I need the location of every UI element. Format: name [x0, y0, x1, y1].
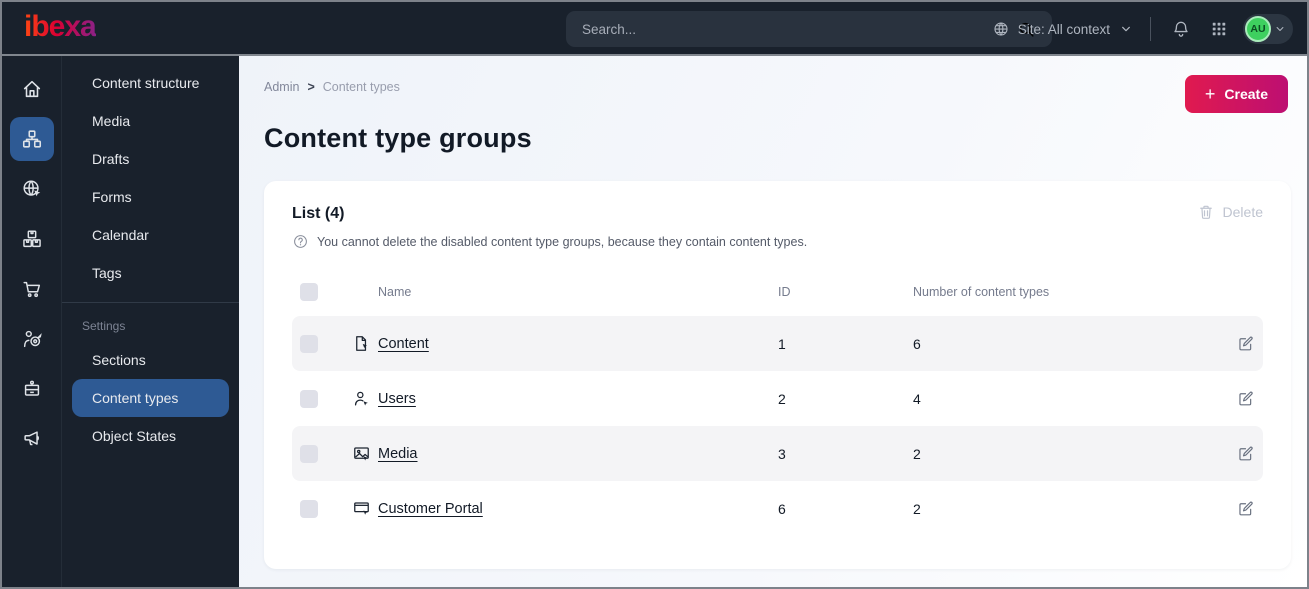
- group-content-type-count: 2: [913, 500, 921, 517]
- trash-icon: [1197, 203, 1215, 221]
- breadcrumb-current: Content types: [322, 80, 400, 94]
- row-checkbox[interactable]: [300, 499, 318, 518]
- rail-item-customer-profile[interactable]: [7, 314, 57, 364]
- marketing-icon: [10, 417, 54, 461]
- menu-divider: [62, 302, 239, 303]
- icon-rail: [2, 56, 62, 587]
- sidebar-item-sections[interactable]: Sections: [92, 352, 146, 368]
- edit-button[interactable]: [1236, 389, 1255, 408]
- group-content-type-count: 2: [913, 445, 921, 462]
- sidebar-item-tags[interactable]: Tags: [92, 265, 122, 281]
- sidebar-item-drafts[interactable]: Drafts: [92, 151, 130, 167]
- topbar-controls: Site: All context AU: [992, 2, 1293, 56]
- rail-item-home[interactable]: [7, 64, 57, 114]
- edit-button[interactable]: [1236, 334, 1255, 353]
- page-title: Content type groups: [264, 123, 532, 153]
- globe-icon: [992, 20, 1010, 38]
- row-checkbox[interactable]: [300, 334, 318, 353]
- sidebar-item-content-structure[interactable]: Content structure: [92, 75, 200, 91]
- sidebar-item-calendar[interactable]: Calendar: [92, 227, 149, 243]
- select-all-checkbox[interactable]: [300, 283, 318, 301]
- sidebar-item-object-states[interactable]: Object States: [92, 428, 177, 444]
- ibexa-logo: ibexa: [24, 10, 97, 43]
- group-content-type-count: 6: [913, 335, 921, 352]
- edit-button[interactable]: [1236, 499, 1255, 518]
- group-name-link[interactable]: Customer Portal: [378, 500, 483, 517]
- group-id: 2: [778, 390, 786, 407]
- help-text: You cannot delete the disabled content t…: [317, 234, 808, 249]
- rail-item-content-structure[interactable]: [7, 114, 57, 164]
- rail-item-marketing[interactable]: [7, 414, 57, 464]
- row-checkbox[interactable]: [300, 444, 318, 463]
- rail-item-product-catalog[interactable]: [7, 214, 57, 264]
- search-input[interactable]: [582, 21, 1012, 37]
- edit-button[interactable]: [1236, 444, 1255, 463]
- table-row: Media 3 2: [292, 426, 1263, 481]
- sidebar-item-forms[interactable]: Forms: [92, 189, 132, 205]
- sidebar-item-media[interactable]: Media: [92, 113, 131, 129]
- create-button-label: Create: [1224, 86, 1268, 102]
- customer-profile-icon: [10, 317, 54, 361]
- topbar-divider: [1150, 17, 1151, 41]
- group-name-link[interactable]: Media: [378, 445, 418, 462]
- home-icon: [10, 67, 54, 111]
- rail-item-site[interactable]: [7, 164, 57, 214]
- table-row: Users 2 4: [292, 371, 1263, 426]
- delete-button[interactable]: Delete: [1197, 203, 1263, 221]
- chevron-down-icon: [1273, 22, 1287, 36]
- list-title: List (4): [292, 205, 345, 222]
- commerce-icon: [10, 267, 54, 311]
- table-row: Customer Portal 6 2: [292, 481, 1263, 536]
- breadcrumb-separator: >: [307, 80, 315, 94]
- group-name-link[interactable]: Content: [378, 335, 429, 352]
- chevron-down-icon: [1118, 21, 1134, 37]
- avatar[interactable]: AU: [1245, 16, 1271, 42]
- app-switcher-grid-icon[interactable]: [1205, 15, 1233, 43]
- top-bar: ibexa Site: All context AU: [2, 2, 1307, 56]
- content-type-groups-table: Name ID Number of content types Content …: [292, 274, 1263, 536]
- user-icon: [352, 389, 378, 408]
- group-content-type-count: 4: [913, 390, 921, 407]
- product-catalog-icon: [10, 217, 54, 261]
- main-content: Admin > Content types + Create Content t…: [239, 56, 1307, 587]
- table-row: Content 1 6: [292, 316, 1263, 371]
- delete-button-label: Delete: [1222, 204, 1263, 220]
- column-header-count: Number of content types: [913, 285, 1050, 299]
- user-menu[interactable]: AU: [1243, 14, 1293, 44]
- help-icon: [292, 233, 309, 250]
- row-checkbox[interactable]: [300, 389, 318, 408]
- content-structure-icon: [9, 117, 54, 161]
- column-header-id: ID: [778, 285, 791, 299]
- sidebar-menu: Content structure Media Drafts Forms Cal…: [62, 56, 239, 587]
- table-header: Name ID Number of content types: [292, 274, 1263, 310]
- site-context-label: Site: All context: [1017, 21, 1110, 37]
- help-row: You cannot delete the disabled content t…: [292, 233, 1263, 250]
- column-header-name: Name: [378, 285, 412, 299]
- group-id: 6: [778, 500, 786, 517]
- file-icon: [352, 334, 378, 353]
- corporate-icon: [10, 367, 54, 411]
- breadcrumb-admin[interactable]: Admin: [264, 80, 300, 94]
- rail-item-commerce[interactable]: [7, 264, 57, 314]
- group-id: 1: [778, 335, 786, 352]
- image-icon: [352, 444, 378, 463]
- plus-icon: +: [1204, 84, 1216, 104]
- rail-item-corporate[interactable]: [7, 364, 57, 414]
- breadcrumb: Admin > Content types: [264, 80, 1291, 94]
- global-search[interactable]: [566, 11, 1052, 47]
- content-type-groups-card: List (4) You cannot delete the disabled …: [264, 181, 1291, 569]
- monitor-icon: [352, 499, 378, 518]
- table-body: Content 1 6 Users 2 4 Media 3 2 Customer…: [292, 316, 1263, 536]
- group-name-link[interactable]: Users: [378, 390, 416, 407]
- sidebar-item-content-types[interactable]: Content types: [72, 379, 229, 417]
- settings-section-label: Settings: [82, 319, 126, 333]
- site-icon: [10, 167, 54, 211]
- notifications-bell-icon[interactable]: [1167, 15, 1195, 43]
- group-id: 3: [778, 445, 786, 462]
- site-context-selector[interactable]: Site: All context: [992, 20, 1134, 38]
- create-button[interactable]: + Create: [1184, 75, 1288, 113]
